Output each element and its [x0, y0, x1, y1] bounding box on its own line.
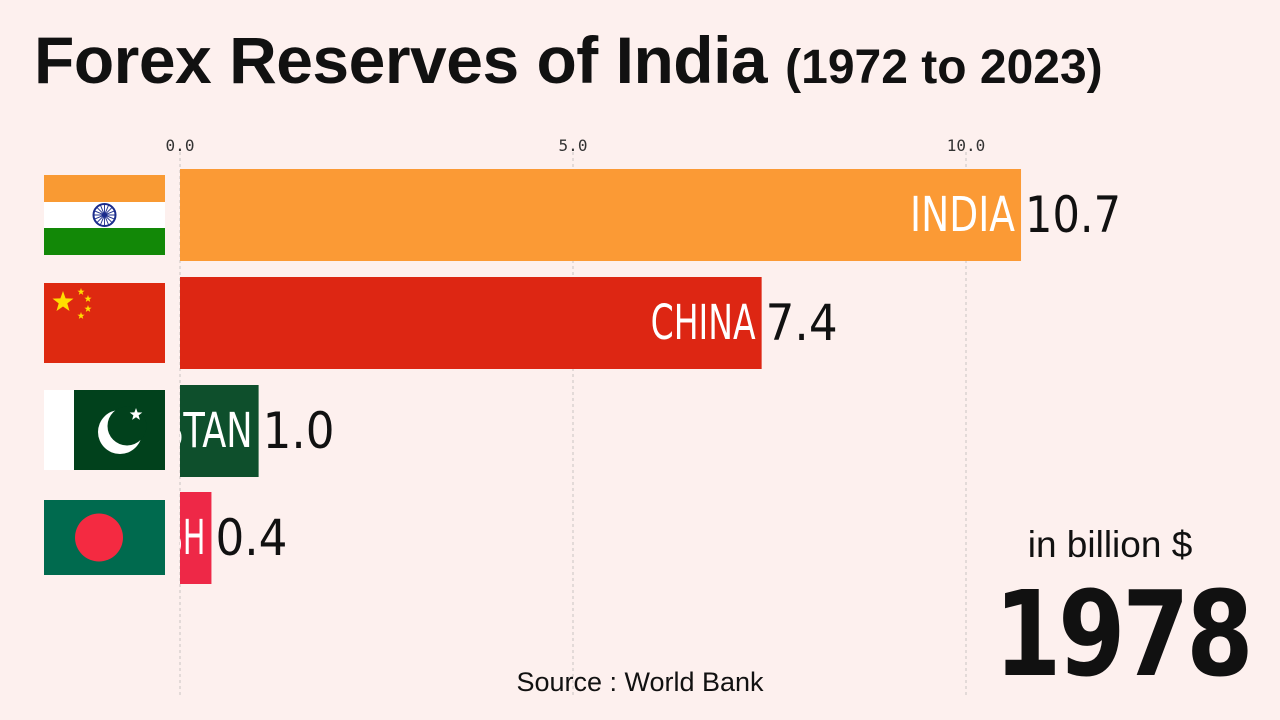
bar [180, 277, 762, 369]
bar [180, 492, 212, 584]
bar-value-label: 1.0 [263, 402, 335, 460]
bar [180, 169, 1022, 261]
unit-label: in billion $ [1027, 524, 1193, 565]
india-flag-icon [44, 175, 165, 255]
title-subtitle: (1972 to 2023) [785, 41, 1103, 94]
x-tick-label: 5.0 [559, 136, 588, 155]
bar-value-label: 10.7 [1025, 186, 1121, 244]
bar-label: CHINA [651, 295, 756, 351]
source-label: Source : World Bank [516, 667, 764, 697]
pakistan-flag-icon [44, 390, 165, 470]
bar-value-label: 7.4 [766, 294, 838, 352]
x-tick-label: 0.0 [166, 136, 195, 155]
x-tick-label: 10.0 [947, 136, 986, 155]
bar-label: PAKISTAN [85, 403, 253, 459]
china-flag-icon [44, 283, 165, 363]
title-main: Forex Reserves of India [34, 23, 768, 97]
year-label: 1978 [994, 565, 1253, 703]
chart-title: Forex Reserves of India (1972 to 2023) [34, 22, 1103, 98]
bar-label: INDIA [910, 187, 1015, 243]
bar-value-label: 0.4 [215, 509, 287, 567]
bar-label: BANGLADESH [0, 510, 205, 566]
bar [180, 385, 259, 477]
bangladesh-flag-icon [44, 500, 165, 580]
